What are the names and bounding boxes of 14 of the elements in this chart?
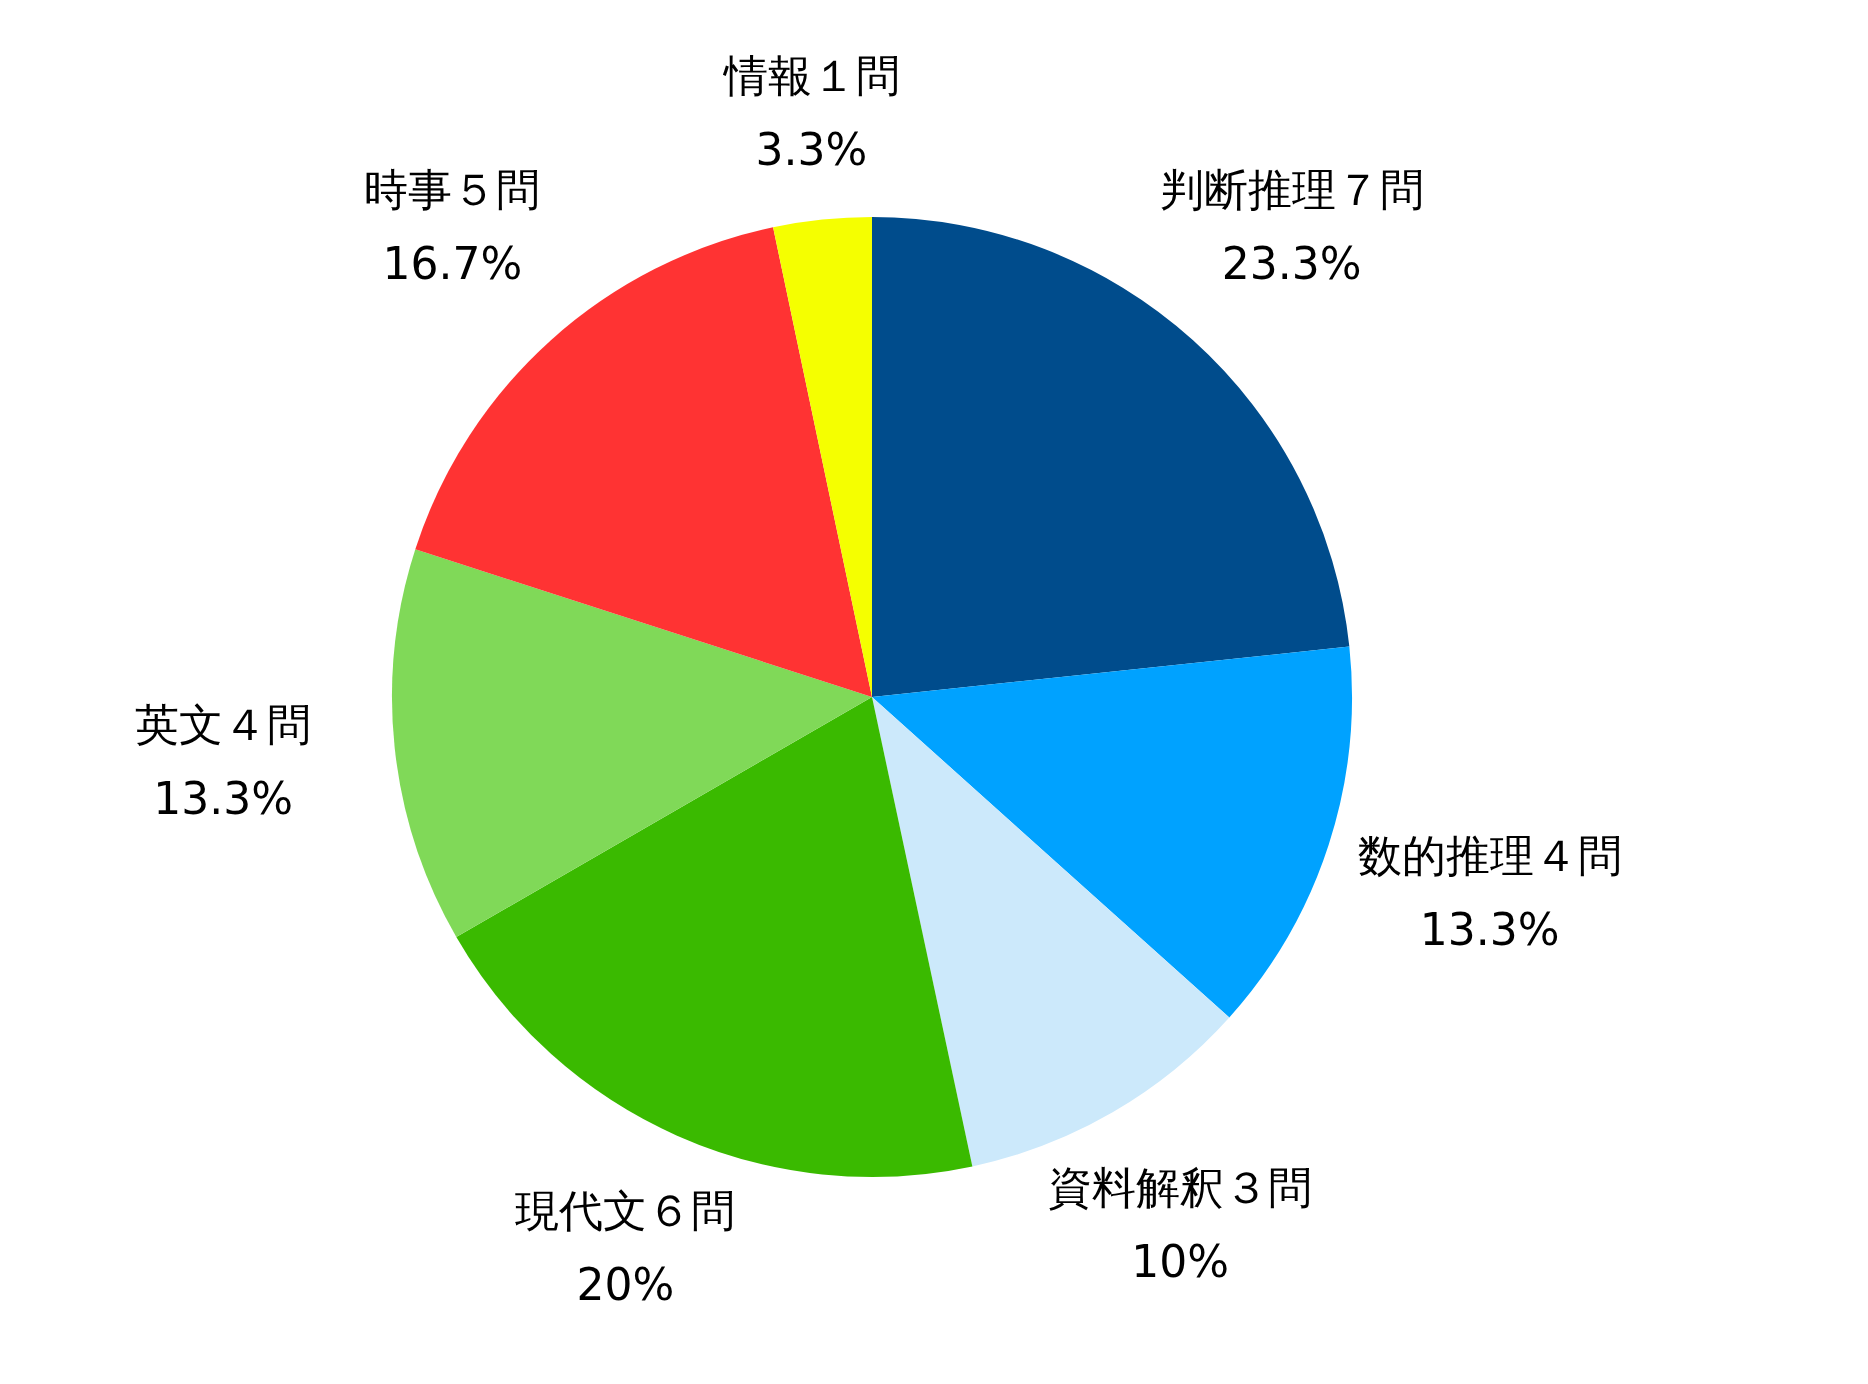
data-label: 10%: [1131, 1236, 1229, 1288]
slice-label: 資料解釈３問: [1048, 1162, 1313, 1214]
slice-label: 現代文６問: [515, 1185, 736, 1237]
data-label: 3.3%: [755, 123, 868, 175]
slice-label: 英文４問: [135, 699, 312, 751]
data-label: 13.3%: [1419, 904, 1560, 956]
data-label: 20%: [576, 1259, 675, 1311]
data-label: 23.3%: [1221, 238, 1362, 290]
slice-label: 判断推理７問: [1159, 164, 1424, 216]
slice-label: 数的推理４問: [1357, 830, 1622, 882]
slice-label: 情報１問: [721, 49, 900, 101]
data-label: 13.3%: [153, 773, 294, 825]
slice-label: 時事５問: [364, 164, 541, 216]
data-label: 16.7%: [382, 238, 523, 290]
